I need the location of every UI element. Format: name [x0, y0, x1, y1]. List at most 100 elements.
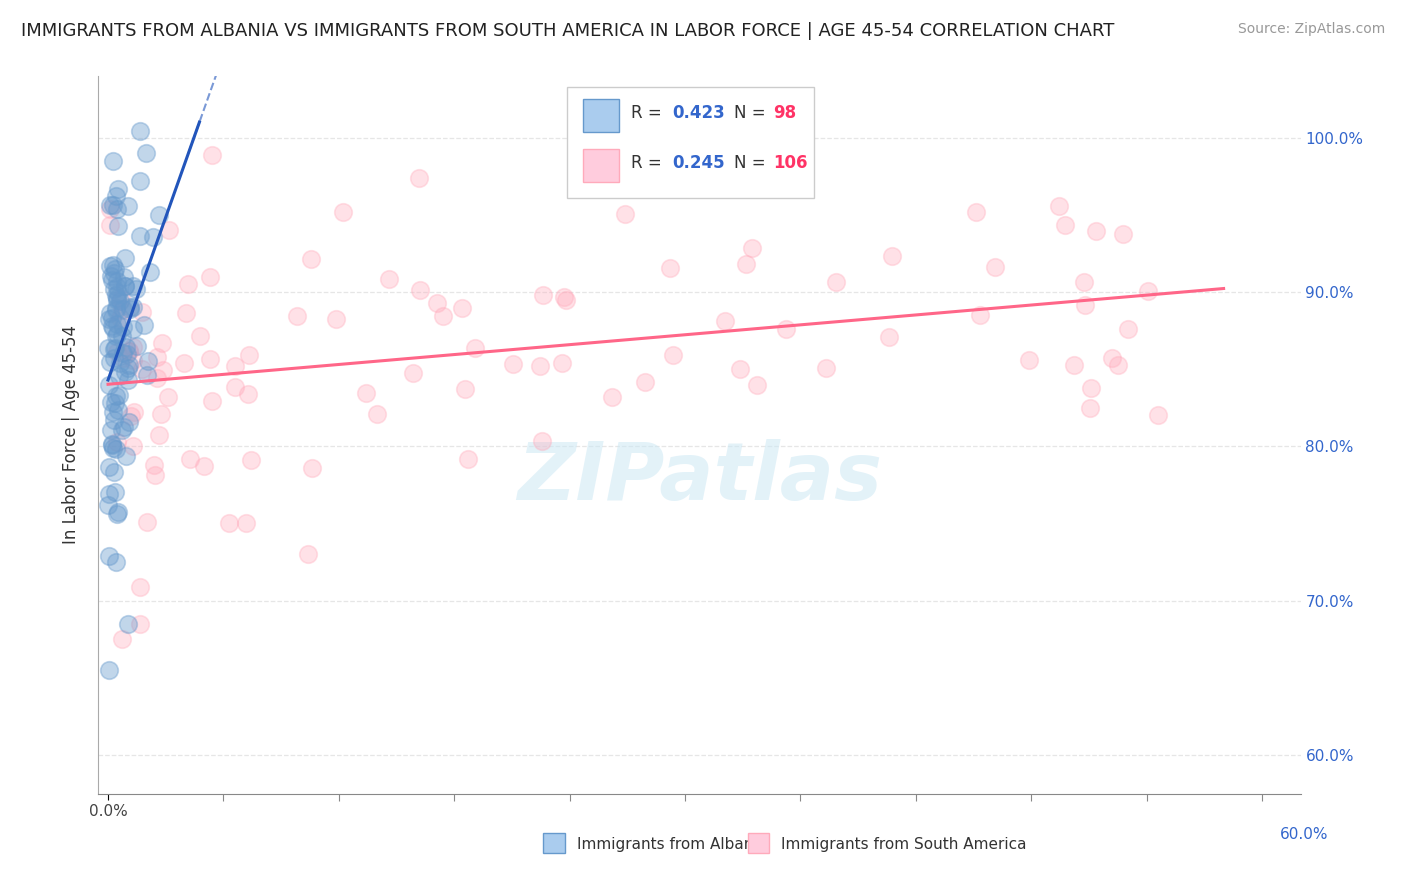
Point — [814, 361, 837, 376]
Point — [984, 260, 1007, 274]
Point — [136, 515, 159, 529]
Point — [301, 461, 323, 475]
Point — [408, 170, 430, 185]
Point — [105, 274, 128, 288]
Point — [107, 182, 129, 196]
Point — [122, 278, 145, 293]
Point — [150, 336, 173, 351]
Point — [235, 516, 257, 530]
Point — [97, 498, 120, 512]
Point — [103, 266, 125, 280]
Point — [531, 288, 554, 302]
Text: 0.423: 0.423 — [672, 104, 724, 122]
Point — [146, 371, 169, 385]
Text: N =: N = — [734, 154, 772, 172]
Point — [193, 459, 215, 474]
Point — [105, 345, 128, 359]
Point — [198, 270, 221, 285]
Point — [118, 302, 141, 317]
Point — [146, 350, 169, 364]
Point — [551, 356, 574, 370]
Point — [112, 351, 135, 366]
Point — [104, 329, 127, 343]
Point — [112, 420, 135, 434]
Point — [97, 342, 120, 356]
Point — [118, 416, 141, 430]
Point — [143, 458, 166, 472]
Text: Immigrants from South America: Immigrants from South America — [782, 837, 1026, 852]
Point — [111, 632, 134, 647]
Bar — [543, 833, 565, 854]
Point — [401, 366, 423, 380]
Point — [101, 259, 124, 273]
Point — [112, 270, 135, 285]
Point — [105, 326, 128, 341]
Point — [1101, 351, 1123, 366]
Point — [100, 438, 122, 452]
Point — [299, 252, 322, 267]
Point — [240, 453, 263, 467]
Point — [97, 487, 120, 501]
Point — [457, 451, 479, 466]
Point — [101, 310, 124, 325]
Point — [114, 365, 136, 379]
Point — [531, 434, 554, 449]
Point — [103, 282, 125, 296]
Point — [714, 314, 737, 328]
Point — [98, 312, 121, 326]
Point — [201, 147, 224, 161]
Point — [97, 460, 120, 475]
Point — [115, 340, 138, 354]
Text: R =: R = — [631, 154, 666, 172]
Point — [218, 516, 240, 530]
Point — [378, 272, 401, 286]
Point — [880, 249, 903, 263]
Point — [104, 261, 127, 276]
Point — [114, 252, 136, 266]
Point — [122, 439, 145, 453]
Point — [115, 347, 138, 361]
Point — [325, 312, 347, 326]
Point — [965, 205, 987, 219]
Point — [110, 293, 132, 308]
Point — [454, 383, 477, 397]
Point — [121, 300, 143, 314]
Point — [735, 257, 758, 271]
Point — [114, 278, 136, 293]
Point — [745, 377, 768, 392]
Point — [111, 346, 134, 360]
Point — [98, 549, 121, 564]
Point — [354, 385, 377, 400]
Point — [450, 301, 472, 316]
Point — [117, 617, 139, 632]
Point — [110, 423, 132, 437]
Point — [105, 317, 128, 331]
Point — [775, 322, 797, 336]
Point — [105, 279, 128, 293]
Point — [118, 359, 141, 373]
Point — [1047, 199, 1070, 213]
Point — [142, 230, 165, 244]
Point — [103, 351, 125, 366]
Point — [1136, 284, 1159, 298]
Point — [100, 319, 122, 334]
Point — [103, 343, 125, 357]
Point — [127, 339, 149, 353]
Point — [112, 301, 135, 316]
Point — [157, 223, 180, 237]
Point — [105, 291, 128, 305]
Text: 106: 106 — [773, 154, 807, 172]
Point — [613, 207, 636, 221]
Point — [136, 368, 159, 382]
Point — [332, 204, 354, 219]
Point — [129, 617, 152, 632]
Point — [131, 362, 153, 376]
Point — [105, 434, 128, 449]
Point — [104, 555, 127, 569]
Text: IMMIGRANTS FROM ALBANIA VS IMMIGRANTS FROM SOUTH AMERICA IN LABOR FORCE | AGE 45: IMMIGRANTS FROM ALBANIA VS IMMIGRANTS FR… — [21, 22, 1115, 40]
Bar — [748, 833, 769, 854]
Point — [1053, 218, 1076, 232]
Point — [105, 288, 128, 302]
Point — [101, 198, 124, 212]
Point — [129, 174, 152, 188]
